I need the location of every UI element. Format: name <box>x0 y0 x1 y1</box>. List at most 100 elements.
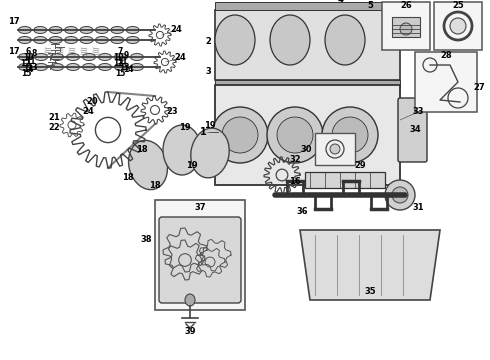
Bar <box>215 85 400 185</box>
Circle shape <box>267 107 323 163</box>
Bar <box>434 2 482 50</box>
Text: 15: 15 <box>115 68 125 77</box>
Text: 3: 3 <box>205 67 211 76</box>
Text: 27: 27 <box>473 84 485 93</box>
Ellipse shape <box>19 54 31 60</box>
Text: 2: 2 <box>205 37 211 46</box>
Bar <box>415 52 477 112</box>
Text: 19: 19 <box>204 121 216 130</box>
Ellipse shape <box>80 36 93 44</box>
Circle shape <box>222 117 258 153</box>
Text: 21: 21 <box>48 113 60 122</box>
Ellipse shape <box>35 54 48 60</box>
Ellipse shape <box>49 36 62 44</box>
Text: 17: 17 <box>8 48 20 57</box>
Text: 36: 36 <box>296 207 308 216</box>
Text: 18: 18 <box>122 172 134 181</box>
Text: 18: 18 <box>136 145 148 154</box>
Bar <box>305 172 385 188</box>
Text: 29: 29 <box>354 161 366 170</box>
Text: 24: 24 <box>82 108 94 117</box>
Text: 13: 13 <box>119 63 129 72</box>
Text: 10: 10 <box>23 54 33 63</box>
Circle shape <box>385 180 415 210</box>
Circle shape <box>400 23 412 35</box>
Ellipse shape <box>50 54 64 60</box>
Ellipse shape <box>35 63 48 71</box>
Text: 18: 18 <box>149 180 161 189</box>
Ellipse shape <box>80 27 93 33</box>
Ellipse shape <box>111 36 124 44</box>
Ellipse shape <box>18 36 31 44</box>
Circle shape <box>322 107 378 163</box>
Circle shape <box>332 117 368 153</box>
Bar <box>382 2 430 50</box>
Text: 7: 7 <box>117 48 122 57</box>
Text: 30: 30 <box>300 144 312 153</box>
Bar <box>215 80 400 88</box>
Text: 12: 12 <box>20 59 30 68</box>
Ellipse shape <box>185 294 195 306</box>
Text: 15: 15 <box>21 68 31 77</box>
Text: 1: 1 <box>200 127 207 137</box>
Text: 24: 24 <box>170 26 182 35</box>
Text: 31: 31 <box>412 203 424 212</box>
Text: 16: 16 <box>289 177 301 186</box>
Text: 20: 20 <box>86 98 98 107</box>
Text: 11: 11 <box>25 57 35 66</box>
Bar <box>155 200 245 310</box>
Text: 39: 39 <box>184 328 196 337</box>
Ellipse shape <box>325 15 365 65</box>
Ellipse shape <box>34 36 47 44</box>
Text: 14: 14 <box>23 66 33 75</box>
Text: 17: 17 <box>8 18 20 27</box>
Text: 8: 8 <box>31 49 37 58</box>
Ellipse shape <box>98 54 112 60</box>
Ellipse shape <box>111 27 124 33</box>
Text: 25: 25 <box>452 1 464 10</box>
Text: 23: 23 <box>166 108 178 117</box>
Text: 4: 4 <box>337 0 343 4</box>
Ellipse shape <box>98 63 112 71</box>
Ellipse shape <box>450 18 466 34</box>
Bar <box>392 17 420 37</box>
Ellipse shape <box>191 128 229 178</box>
Ellipse shape <box>50 63 64 71</box>
Circle shape <box>392 187 408 203</box>
FancyBboxPatch shape <box>159 217 241 303</box>
Ellipse shape <box>215 15 255 65</box>
Bar <box>315 133 355 165</box>
Text: 9: 9 <box>123 50 128 59</box>
Text: 13: 13 <box>27 63 37 72</box>
Text: 33: 33 <box>412 108 424 117</box>
Ellipse shape <box>67 63 79 71</box>
Ellipse shape <box>130 63 144 71</box>
Text: 10: 10 <box>113 54 123 63</box>
Bar <box>215 2 400 10</box>
Ellipse shape <box>19 63 31 71</box>
Ellipse shape <box>65 27 77 33</box>
Ellipse shape <box>270 15 310 65</box>
Ellipse shape <box>65 36 77 44</box>
Ellipse shape <box>82 54 96 60</box>
Text: 11: 11 <box>117 57 127 66</box>
Text: 38: 38 <box>141 235 152 244</box>
Ellipse shape <box>330 144 340 154</box>
Polygon shape <box>300 230 440 300</box>
Text: 32: 32 <box>289 156 301 165</box>
Text: 28: 28 <box>440 50 452 59</box>
Ellipse shape <box>96 36 108 44</box>
Text: 22: 22 <box>48 123 60 132</box>
Text: 35: 35 <box>364 288 376 297</box>
Ellipse shape <box>115 54 127 60</box>
Ellipse shape <box>82 63 96 71</box>
Ellipse shape <box>96 27 108 33</box>
Ellipse shape <box>34 27 47 33</box>
Ellipse shape <box>126 27 139 33</box>
Ellipse shape <box>67 54 79 60</box>
Bar <box>215 10 400 80</box>
Ellipse shape <box>115 63 127 71</box>
Text: 12: 12 <box>113 59 123 68</box>
Circle shape <box>277 117 313 153</box>
Text: 19: 19 <box>179 123 191 132</box>
